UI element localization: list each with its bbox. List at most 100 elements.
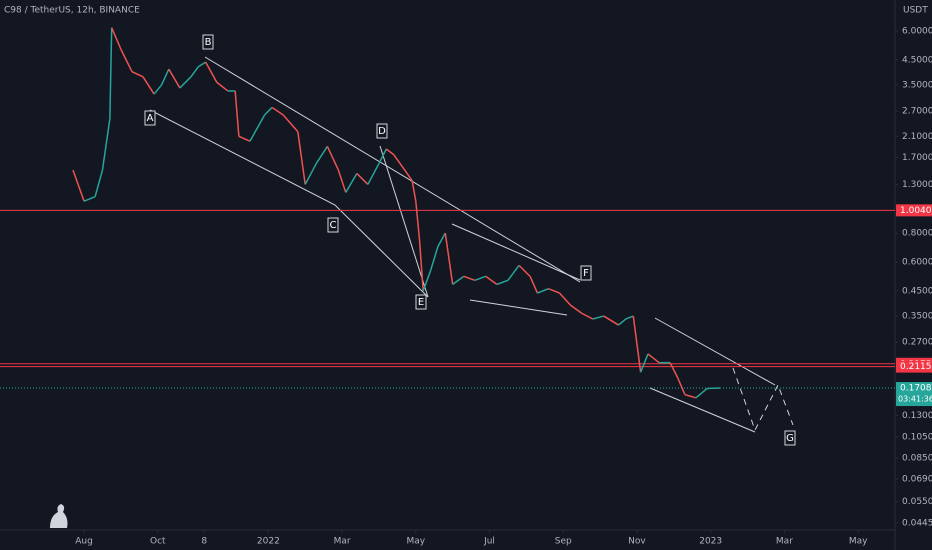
x-tick-label: Mar xyxy=(776,537,793,547)
annotation: F xyxy=(583,268,589,279)
logo xyxy=(50,504,68,528)
annotation: B xyxy=(205,37,212,48)
x-tick-label: 2022 xyxy=(257,537,280,547)
price-segment xyxy=(625,315,634,320)
price-label-box xyxy=(896,204,932,217)
y-tick-label: 0.0850 xyxy=(902,454,932,464)
annotation: E xyxy=(418,297,424,308)
trendline xyxy=(149,109,429,298)
last-price-box xyxy=(896,382,932,407)
y-tick-label: 1.3000 xyxy=(902,180,932,190)
trendline xyxy=(469,299,568,316)
price-segment xyxy=(639,353,649,373)
price-segment xyxy=(356,172,369,185)
trendline xyxy=(654,317,776,386)
price-segment xyxy=(618,318,627,326)
y-tick-label: 0.4500 xyxy=(902,286,932,296)
annotation-box xyxy=(144,110,156,126)
price-segment xyxy=(529,276,539,294)
price-segment xyxy=(378,148,387,164)
price-segment xyxy=(570,304,583,314)
price-segment xyxy=(326,146,340,171)
price-segment xyxy=(337,169,347,193)
price-segment xyxy=(216,81,229,92)
price-segment xyxy=(109,27,113,119)
price-segment xyxy=(304,163,317,185)
price-segment xyxy=(676,377,686,395)
annotation: C xyxy=(330,220,337,231)
price-segment xyxy=(669,362,679,378)
price-segment xyxy=(168,68,181,89)
price-label: 0.2115 xyxy=(900,362,932,372)
price-segment xyxy=(120,48,133,72)
y-tick-label: 0.0445 xyxy=(902,518,932,528)
x-tick-label: May xyxy=(406,537,425,547)
price-segment xyxy=(518,264,531,277)
chart-title: C98 / TetherUS, 12h, BINANCE xyxy=(4,6,140,16)
y-tick-label: 3.5000 xyxy=(902,81,932,91)
price-segment xyxy=(429,246,439,271)
price-segment xyxy=(418,239,424,291)
y-tick-label: 1.7000 xyxy=(902,153,932,163)
price-segment xyxy=(496,279,509,286)
price-segment xyxy=(393,154,406,171)
x-tick-label: Aug xyxy=(75,537,93,547)
y-tick-label: 2.7000 xyxy=(902,107,932,117)
trendline xyxy=(204,56,581,283)
annotation-box xyxy=(784,430,796,446)
y-tick-label: 2.1000 xyxy=(902,132,932,142)
price-segment xyxy=(444,233,454,285)
x-tick-label: Jul xyxy=(483,537,495,547)
y-tick-label: 0.0690 xyxy=(902,474,932,484)
price-label-box xyxy=(896,360,932,373)
y-tick-label: 0.6000 xyxy=(902,257,932,267)
price-segment xyxy=(559,292,572,306)
price-segment xyxy=(485,275,498,285)
price-segment xyxy=(264,106,273,116)
price-segment xyxy=(271,106,284,116)
price-segment xyxy=(463,275,476,281)
price-segment xyxy=(205,61,218,83)
y-tick-label: 6.0000 xyxy=(902,26,932,36)
price-segment xyxy=(297,131,306,185)
x-tick-label: Oct xyxy=(150,537,166,547)
annotation: D xyxy=(378,126,386,137)
x-tick-label: 2023 xyxy=(699,537,722,547)
annotation-box xyxy=(415,294,427,310)
x-tick-label: Mar xyxy=(334,537,351,547)
annotation-box xyxy=(376,123,388,139)
annotation-box xyxy=(580,265,592,281)
y-tick-label: 0.8000 xyxy=(902,229,932,239)
trendline xyxy=(649,387,756,433)
price-segment xyxy=(111,27,122,50)
x-tick-label: May xyxy=(849,537,868,547)
price-segment xyxy=(234,90,240,137)
price-segment xyxy=(101,118,111,171)
countdown: 03:41:36 xyxy=(898,395,932,404)
price-segment xyxy=(282,114,299,133)
price-segment xyxy=(411,180,417,202)
price-segment xyxy=(179,76,192,89)
price-segment xyxy=(507,264,520,281)
annotation-box xyxy=(327,217,339,233)
price-segment xyxy=(72,169,85,202)
price-segment xyxy=(367,163,380,185)
y-tick-label: 0.1300 xyxy=(902,411,932,421)
price-segment xyxy=(385,148,395,156)
price-segment xyxy=(603,315,619,326)
y-tick-label: 0.1050 xyxy=(902,432,932,442)
price-label: 1.0040 xyxy=(900,206,932,216)
price-segment xyxy=(548,287,560,294)
x-tick-label: 8 xyxy=(201,537,207,547)
y-axis-label: USDT xyxy=(903,6,928,16)
price-segment xyxy=(632,315,642,373)
y-tick-label: 0.2700 xyxy=(902,338,932,348)
price-segment xyxy=(94,169,104,197)
price-segment xyxy=(415,201,421,240)
price-segment xyxy=(422,270,432,292)
price-segment xyxy=(684,393,697,399)
price-segment xyxy=(160,68,170,86)
last-price-label: 0.1708 xyxy=(900,384,932,394)
price-segment xyxy=(537,287,549,294)
